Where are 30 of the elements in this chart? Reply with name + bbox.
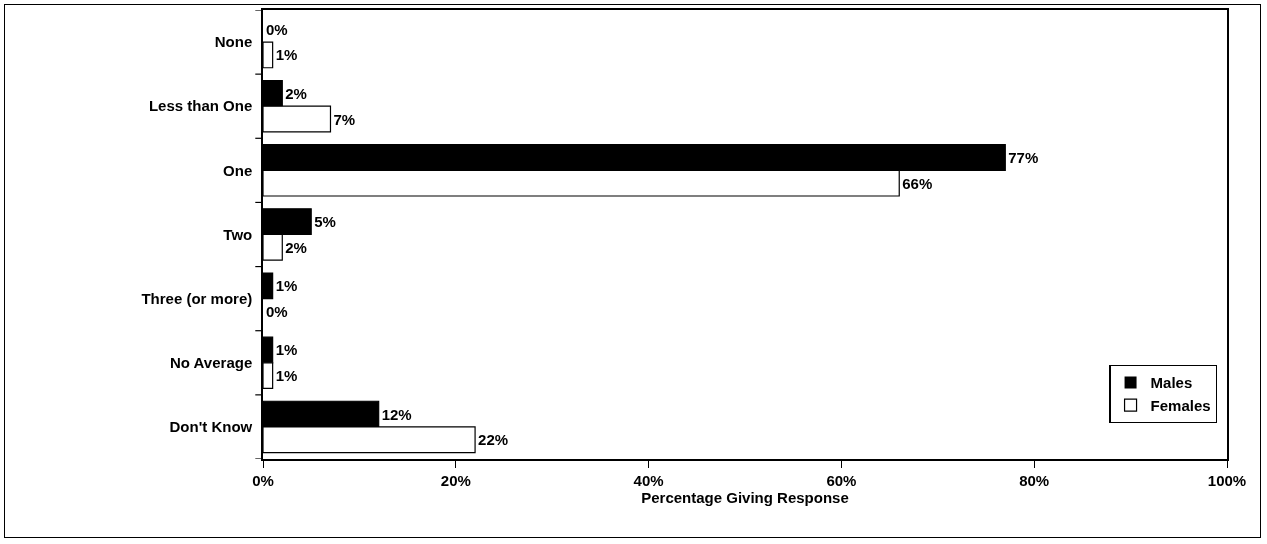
data-label: 2% bbox=[285, 84, 307, 102]
x-axis-title: Percentage Giving Response bbox=[641, 488, 849, 506]
data-label: 77% bbox=[1008, 149, 1039, 167]
legend-label: Males bbox=[1150, 374, 1193, 392]
y-tick-label: Less than One bbox=[148, 97, 253, 115]
data-label: 1% bbox=[275, 277, 298, 295]
x-tick-label: 80% bbox=[1019, 471, 1050, 489]
x-tick-label: 0% bbox=[252, 471, 274, 489]
legend-label: Females bbox=[1150, 396, 1211, 414]
x-tick-label: 40% bbox=[633, 471, 664, 489]
data-label: 66% bbox=[902, 174, 933, 192]
data-label: 22% bbox=[478, 431, 509, 449]
data-label: 2% bbox=[285, 238, 307, 256]
data-label: 7% bbox=[333, 110, 356, 128]
x-tick-label: 100% bbox=[1207, 471, 1247, 489]
data-label: 1% bbox=[275, 367, 298, 385]
y-tick-label: Don't Know bbox=[169, 418, 253, 436]
data-label: 1% bbox=[275, 341, 298, 359]
x-tick-label: 20% bbox=[440, 471, 471, 489]
data-label: 5% bbox=[314, 213, 336, 231]
y-tick-label: None bbox=[214, 33, 253, 51]
data-label: 12% bbox=[381, 405, 412, 423]
y-tick-label: No Average bbox=[169, 354, 253, 372]
y-tick-label: Two bbox=[223, 225, 253, 243]
y-tick-label: One bbox=[223, 161, 253, 179]
y-tick-label: Three (or more) bbox=[141, 289, 253, 307]
data-label: 0% bbox=[266, 20, 288, 38]
x-tick-label: 60% bbox=[826, 471, 857, 489]
data-label: 1% bbox=[275, 46, 298, 64]
data-label: 0% bbox=[266, 302, 288, 320]
